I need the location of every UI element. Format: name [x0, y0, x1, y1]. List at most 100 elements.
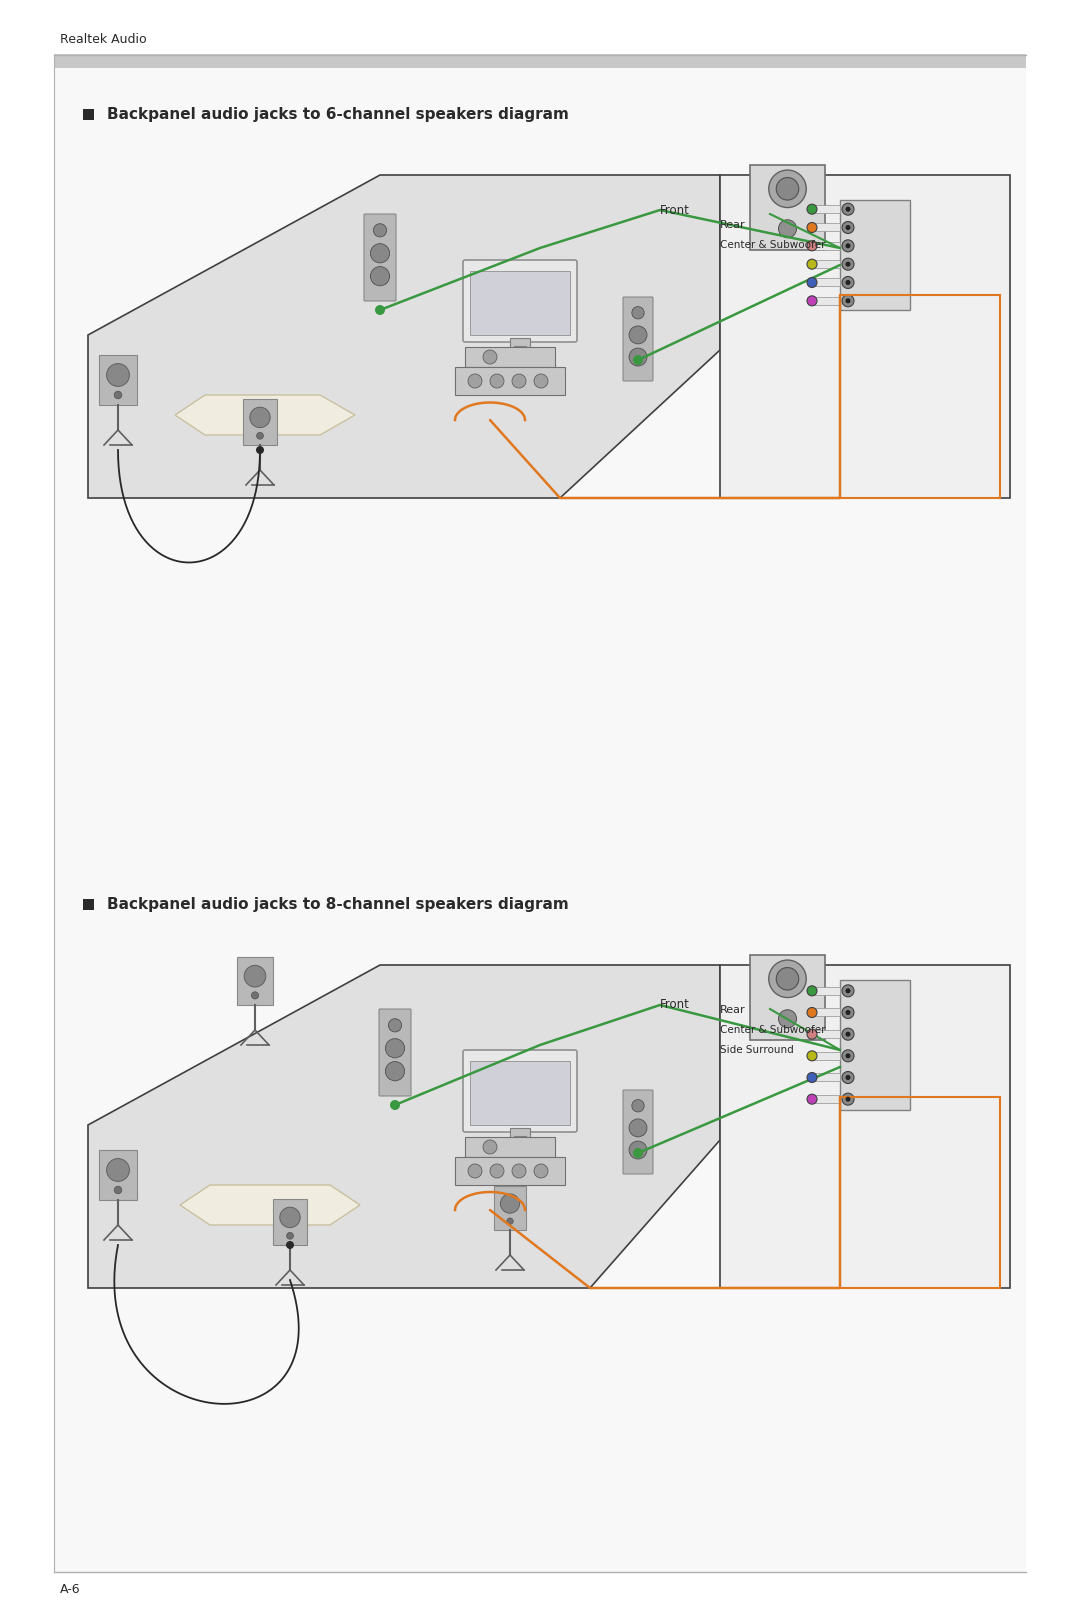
Circle shape: [846, 1075, 851, 1080]
Bar: [500, 356, 540, 363]
Circle shape: [490, 374, 504, 389]
Circle shape: [842, 1093, 854, 1106]
Circle shape: [500, 1193, 519, 1213]
Circle shape: [769, 960, 807, 997]
Circle shape: [286, 1232, 294, 1239]
Bar: [514, 346, 526, 358]
Bar: [812, 278, 840, 287]
Bar: [470, 1060, 570, 1125]
Text: A-6: A-6: [60, 1582, 81, 1595]
Circle shape: [256, 445, 264, 453]
Circle shape: [468, 1164, 482, 1179]
Circle shape: [777, 968, 799, 991]
Circle shape: [807, 1030, 816, 1039]
Bar: [812, 1094, 840, 1103]
Circle shape: [846, 1096, 851, 1101]
Circle shape: [390, 1099, 400, 1111]
Circle shape: [846, 1010, 851, 1015]
Circle shape: [842, 1028, 854, 1039]
Circle shape: [769, 170, 807, 207]
Circle shape: [779, 220, 797, 238]
Polygon shape: [87, 965, 720, 1289]
Circle shape: [512, 1164, 526, 1179]
Bar: [840, 201, 910, 309]
Bar: [455, 368, 565, 395]
Polygon shape: [720, 965, 1010, 1289]
Polygon shape: [87, 175, 720, 499]
Circle shape: [846, 225, 851, 230]
Bar: [750, 955, 825, 1039]
Text: Side Surround: Side Surround: [720, 1044, 794, 1056]
FancyBboxPatch shape: [463, 261, 577, 342]
Bar: [514, 1137, 526, 1148]
Circle shape: [842, 984, 854, 997]
Circle shape: [777, 178, 799, 201]
Circle shape: [375, 304, 384, 316]
Polygon shape: [175, 395, 355, 436]
Circle shape: [842, 277, 854, 288]
Circle shape: [842, 1072, 854, 1083]
Bar: [812, 241, 840, 249]
Circle shape: [846, 1031, 851, 1036]
Bar: [237, 957, 273, 1005]
Circle shape: [244, 965, 266, 988]
Bar: [494, 1187, 526, 1230]
Circle shape: [842, 1007, 854, 1018]
Circle shape: [483, 1140, 497, 1154]
Circle shape: [807, 277, 816, 288]
Bar: [812, 1030, 840, 1038]
Text: Rear: Rear: [720, 220, 745, 230]
Text: Rear: Rear: [720, 1005, 745, 1015]
Bar: [500, 1146, 540, 1153]
Circle shape: [370, 243, 390, 262]
FancyBboxPatch shape: [463, 1051, 577, 1132]
Circle shape: [842, 222, 854, 233]
Circle shape: [632, 1099, 644, 1112]
Bar: [455, 1158, 565, 1185]
Bar: [99, 1149, 137, 1200]
Circle shape: [842, 1049, 854, 1062]
Bar: [812, 988, 840, 994]
Bar: [812, 1052, 840, 1060]
Bar: [812, 206, 840, 214]
Bar: [812, 223, 840, 232]
Circle shape: [286, 1242, 294, 1248]
Circle shape: [632, 306, 644, 319]
Circle shape: [842, 202, 854, 215]
Circle shape: [633, 1148, 643, 1158]
Circle shape: [842, 240, 854, 253]
Circle shape: [842, 257, 854, 270]
Circle shape: [807, 1051, 816, 1060]
Circle shape: [846, 1054, 851, 1059]
Bar: [99, 355, 137, 405]
Circle shape: [107, 1159, 130, 1182]
FancyBboxPatch shape: [623, 296, 653, 380]
Circle shape: [386, 1062, 405, 1081]
Circle shape: [468, 374, 482, 389]
Circle shape: [807, 259, 816, 269]
Circle shape: [280, 1208, 300, 1227]
Bar: [83, 108, 94, 120]
Circle shape: [490, 1164, 504, 1179]
Circle shape: [846, 243, 851, 248]
Polygon shape: [720, 175, 1010, 499]
Circle shape: [629, 348, 647, 366]
Text: Front: Front: [660, 204, 690, 217]
Circle shape: [257, 432, 264, 439]
Text: Center & Subwoofer: Center & Subwoofer: [720, 1025, 825, 1035]
Circle shape: [807, 204, 816, 214]
Circle shape: [846, 207, 851, 212]
Circle shape: [807, 1072, 816, 1083]
Circle shape: [483, 350, 497, 364]
Bar: [83, 899, 94, 910]
FancyBboxPatch shape: [623, 1090, 653, 1174]
Circle shape: [534, 1164, 548, 1179]
Bar: [840, 979, 910, 1111]
Circle shape: [807, 986, 816, 996]
Bar: [750, 165, 825, 249]
Circle shape: [507, 1217, 513, 1224]
Text: Backpanel audio jacks to 8-channel speakers diagram: Backpanel audio jacks to 8-channel speak…: [107, 897, 569, 913]
Circle shape: [114, 392, 122, 398]
Circle shape: [846, 280, 851, 285]
Circle shape: [633, 355, 643, 364]
